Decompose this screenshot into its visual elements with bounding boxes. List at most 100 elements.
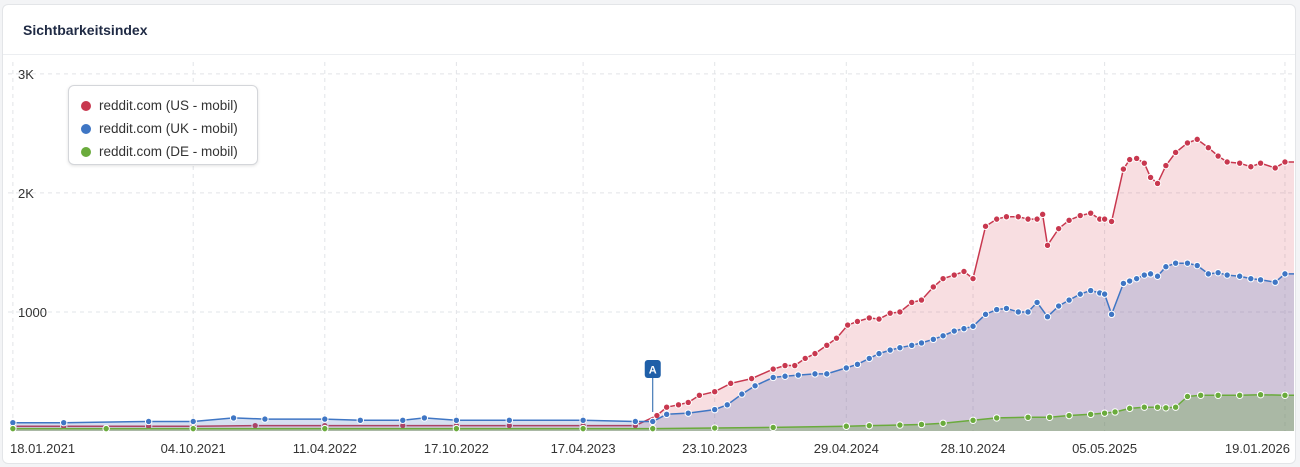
data-point-us <box>1038 210 1047 219</box>
legend-label-de: reddit.com (DE - mobil) <box>99 144 238 159</box>
series-area-uk <box>12 263 1294 431</box>
data-point-uk <box>229 414 238 422</box>
data-point-de <box>9 424 17 433</box>
data-point-uk <box>1146 270 1155 278</box>
data-point-uk <box>1223 271 1231 279</box>
data-point-uk <box>1256 276 1265 284</box>
data-point-de <box>1281 391 1289 399</box>
data-point-de <box>1045 413 1054 422</box>
legend-label-uk: reddit.com (UK - mobil) <box>99 121 238 136</box>
data-point-de <box>842 422 851 430</box>
y-tick-label: 1000 <box>18 305 47 320</box>
legend-item-de[interactable]: reddit.com (DE - mobil) <box>81 140 257 163</box>
data-point-us <box>1146 173 1155 182</box>
data-point-uk <box>1024 308 1032 316</box>
data-point-us <box>1193 135 1201 144</box>
data-point-de <box>992 414 1001 422</box>
data-point-uk <box>794 371 802 379</box>
data-point-us <box>875 315 883 323</box>
data-point-uk <box>261 415 269 423</box>
data-point-us <box>747 374 756 383</box>
data-point-uk <box>1271 278 1279 286</box>
data-point-de <box>939 419 947 427</box>
data-point-de <box>452 424 461 433</box>
data-point-uk <box>929 335 938 344</box>
data-point-us <box>917 296 926 304</box>
data-point-uk <box>1171 259 1180 267</box>
data-point-us <box>1281 158 1289 166</box>
legend-dot-uk <box>81 123 91 134</box>
data-point-uk <box>1132 274 1141 283</box>
card-header: Sichtbarkeitsindex <box>3 5 1295 55</box>
x-tick-label: 18.01.2021 <box>10 441 75 456</box>
data-point-us <box>969 274 977 283</box>
data-point-us <box>1153 179 1162 188</box>
data-point-de <box>1256 390 1265 399</box>
y-tick-label: 3K <box>18 67 34 82</box>
data-point-uk <box>1214 268 1222 277</box>
data-point-us <box>1214 152 1222 160</box>
x-tick-label: 11.04.2022 <box>293 441 357 456</box>
data-point-us <box>801 354 809 363</box>
data-point-uk <box>781 372 789 380</box>
x-tick-label: 28.10.2024 <box>940 441 1005 456</box>
data-point-de <box>1125 404 1134 413</box>
data-point-uk <box>1125 277 1134 285</box>
data-point-uk <box>842 364 851 372</box>
data-point-uk <box>1235 272 1244 280</box>
data-point-us <box>811 349 819 358</box>
data-point-us <box>1033 215 1041 223</box>
data-point-uk <box>649 417 657 426</box>
data-point-us <box>1107 217 1116 226</box>
data-point-uk <box>1281 270 1289 278</box>
data-point-uk <box>865 354 873 363</box>
data-point-uk <box>1065 296 1073 304</box>
data-point-uk <box>1086 286 1095 295</box>
data-point-de <box>1111 408 1119 416</box>
data-point-uk <box>769 373 777 382</box>
data-point-uk <box>908 341 916 349</box>
data-point-uk <box>751 382 759 390</box>
data-point-us <box>929 283 938 291</box>
data-point-uk <box>1119 279 1128 288</box>
legend-item-uk[interactable]: reddit.com (UK - mobil) <box>81 117 257 140</box>
data-point-uk <box>738 390 746 398</box>
data-point-uk <box>1183 259 1192 267</box>
data-point-de <box>769 423 777 432</box>
data-point-de <box>1024 413 1032 422</box>
series-area-us <box>12 139 1294 431</box>
data-point-uk <box>823 370 831 378</box>
annotation-badge <box>644 360 661 378</box>
data-point-uk <box>579 416 587 424</box>
data-point-us <box>1014 213 1022 221</box>
data-point-us <box>981 222 990 230</box>
data-point-de <box>969 416 977 424</box>
data-point-uk <box>811 370 819 378</box>
data-point-uk <box>969 322 977 330</box>
data-point-us <box>908 298 916 307</box>
legend-label-us: reddit.com (US - mobil) <box>99 98 238 113</box>
data-point-uk <box>1140 271 1149 279</box>
data-point-us <box>727 379 735 388</box>
legend-item-us[interactable]: reddit.com (US - mobil) <box>81 94 257 117</box>
data-point-uk <box>917 339 926 347</box>
legend-dot-de <box>81 146 91 157</box>
data-point-uk <box>399 416 407 424</box>
data-point-de <box>917 420 926 429</box>
data-point-uk <box>992 305 1001 314</box>
data-point-us <box>865 314 873 322</box>
data-point-de <box>321 424 329 433</box>
data-point-us <box>1171 148 1180 157</box>
data-point-uk <box>1153 272 1162 280</box>
data-point-uk <box>505 416 514 424</box>
data-point-de <box>189 424 197 433</box>
data-point-us <box>1132 154 1141 163</box>
data-point-uk <box>960 324 968 333</box>
data-point-us <box>781 361 789 370</box>
data-point-us <box>843 321 852 329</box>
data-point-de <box>896 421 904 429</box>
data-point-uk <box>420 414 429 422</box>
data-point-us <box>1247 163 1255 171</box>
data-point-us <box>1235 159 1244 167</box>
